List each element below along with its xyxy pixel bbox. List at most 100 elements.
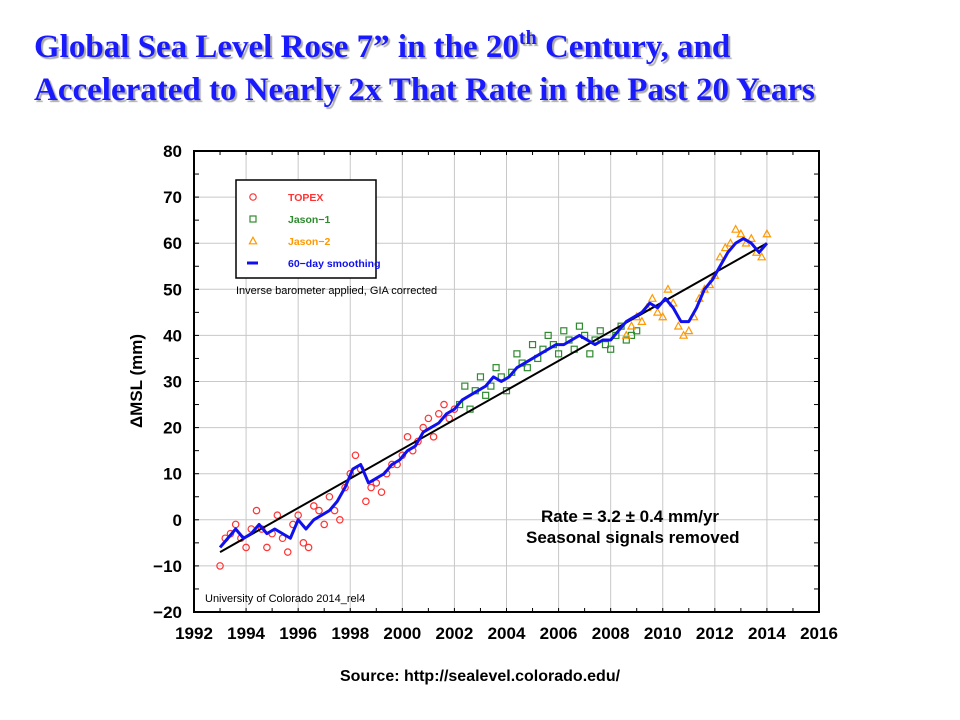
topex-point <box>351 451 360 460</box>
topex-point <box>429 433 438 441</box>
credit-text: University of Colorado 2014_rel4 <box>205 593 365 605</box>
y-tick-label: 0 <box>173 511 182 530</box>
x-tick-label: 2008 <box>592 624 630 643</box>
legend-label: Jason−2 <box>288 236 330 248</box>
jason1-point <box>482 391 490 399</box>
x-tick-label: 2016 <box>800 624 838 643</box>
jason1-point <box>554 350 563 358</box>
jason1-point <box>575 322 584 330</box>
trend-line <box>219 242 768 553</box>
jason1-point <box>476 373 485 381</box>
topex-point <box>377 488 386 496</box>
x-tick-label: 2004 <box>488 624 526 643</box>
y-tick-label: 60 <box>163 234 182 253</box>
y-tick-label: 40 <box>163 326 182 345</box>
y-tick-label: 30 <box>163 373 182 392</box>
topex-point <box>325 492 334 501</box>
x-tick-label: 2012 <box>696 624 734 643</box>
topex-point <box>315 506 323 515</box>
jason1-point <box>544 331 552 339</box>
topex-point <box>216 562 224 570</box>
jason2-point <box>637 316 647 325</box>
jason2-point <box>736 228 746 238</box>
topex-point <box>299 539 308 547</box>
legend: TOPEX Jason−1 Jason−2 60−day smoothing <box>235 179 380 279</box>
x-tick-label: 1994 <box>227 624 265 643</box>
jason1-point <box>586 350 594 358</box>
jason2-point <box>684 325 694 335</box>
seasonal-annotation: Seasonal signals removed <box>526 528 740 547</box>
legend-label: 60−day smoothing <box>288 258 380 270</box>
y-tick-label: 70 <box>163 188 182 207</box>
title-line1-text: Global Sea Level Rose 7” in the 20 <box>34 29 519 65</box>
y-axis-label: ΔMSL (mm) <box>127 334 146 428</box>
legend-jason1-swatch <box>249 215 257 223</box>
jason2-point <box>725 238 736 247</box>
x-tick-label: 1998 <box>331 624 369 643</box>
jason1-point <box>513 350 521 358</box>
topex-point <box>336 515 344 524</box>
jason2-point <box>652 307 663 316</box>
legend-topex-swatch <box>249 193 257 201</box>
y-tick-label: 10 <box>163 465 182 484</box>
jason1-point <box>461 382 469 390</box>
title-line1-rest: Century, and <box>536 29 731 65</box>
jason1-point <box>622 336 630 344</box>
jason2-point <box>715 251 725 261</box>
topex-point <box>388 460 396 469</box>
jason1-point <box>596 327 604 335</box>
title-superscript: th <box>518 27 537 49</box>
smoothing-line <box>218 237 769 549</box>
topex-point <box>362 497 370 506</box>
jason1-point <box>528 341 537 349</box>
jason1-point <box>487 382 495 390</box>
jason1-point <box>601 341 610 349</box>
legend-label: Jason−1 <box>288 214 330 226</box>
topex-point <box>403 433 412 441</box>
source-caption: Source: http://sealevel.colorado.edu/ <box>339 668 621 685</box>
y-tick-label: −20 <box>153 603 182 622</box>
topex-point <box>330 506 339 515</box>
topex-point <box>304 543 313 552</box>
jason2-point <box>746 233 756 242</box>
jason2-point <box>663 284 673 293</box>
x-tick-label: 2000 <box>383 624 421 643</box>
legend-jason2-swatch <box>248 235 258 245</box>
jason1-point <box>607 345 615 353</box>
jason1-point <box>560 327 568 335</box>
topex-point <box>242 543 250 552</box>
jason2-point <box>720 242 730 252</box>
jason2-point <box>658 311 668 321</box>
topex-point <box>450 405 459 413</box>
jason2-point <box>647 293 657 302</box>
jason2-point <box>762 228 772 238</box>
jason2-point <box>621 330 631 339</box>
topex-point <box>283 548 292 556</box>
topex-point <box>440 400 448 409</box>
jason2-point <box>731 224 741 233</box>
jason2-point <box>673 321 683 330</box>
x-tick-label: 1992 <box>175 624 213 643</box>
rate-annotation: Rate = 3.2 ± 0.4 mm/yr <box>541 507 719 526</box>
x-tick-label: 1996 <box>279 624 317 643</box>
jason2-point <box>757 251 767 261</box>
topex-point <box>434 409 443 418</box>
legend-label: TOPEX <box>288 192 323 204</box>
topex-point <box>263 543 271 552</box>
legend-box <box>235 179 377 279</box>
topex-point <box>309 502 318 510</box>
jason2-point <box>626 321 637 330</box>
jason1-series <box>456 322 641 413</box>
minor-ticks <box>193 150 820 613</box>
jason1-point <box>523 364 531 372</box>
y-tick-label: 20 <box>163 419 182 438</box>
y-tick-label: −10 <box>153 557 182 576</box>
y-tick-label: 50 <box>163 280 182 299</box>
correction-note: Inverse barometer applied, GIA corrected <box>236 285 437 297</box>
topex-point <box>252 506 261 515</box>
topex-point <box>231 520 240 529</box>
topex-point <box>367 483 375 492</box>
topex-point <box>273 511 282 519</box>
jason2-point <box>678 330 689 339</box>
